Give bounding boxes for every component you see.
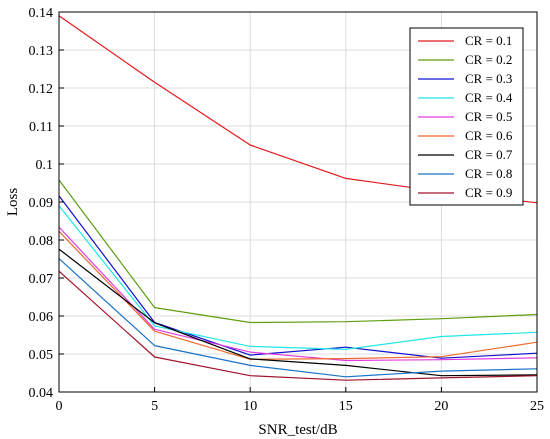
series-lines — [58, 15, 538, 381]
axis-ticks: 0 5 10 15 20 25 0.04 0.05 0.06 0.07 0.08 0.09 0.1 0.1… — [29, 6, 545, 414]
y-tick-label: 0.11 — [29, 120, 53, 135]
legend-label: CR = 0.1 — [465, 33, 512, 48]
y-tick-label: 0.07 — [29, 272, 54, 287]
legend-label: CR = 0.8 — [465, 166, 512, 181]
legend-label: CR = 0.2 — [465, 52, 512, 67]
series-line-6 — [58, 230, 538, 360]
x-tick-label: 20 — [434, 399, 448, 414]
x-tick-label: 0 — [56, 399, 63, 414]
legend-label: CR = 0.5 — [465, 109, 512, 124]
x-axis-title: SNR_test/dB — [258, 422, 337, 438]
y-tick-label: 0.04 — [29, 386, 54, 401]
y-tick-label: 0.09 — [29, 196, 54, 211]
series-line-7 — [58, 248, 538, 377]
legend-label: CR = 0.4 — [465, 90, 513, 105]
x-tick-label: 25 — [530, 399, 544, 414]
y-tick-label: 0.05 — [29, 348, 54, 363]
legend: CR = 0.1 CR = 0.2 CR = 0.3 CR = 0.4 CR = 0.5… — [409, 27, 524, 206]
series-line-9 — [58, 270, 538, 381]
series-line-4 — [58, 205, 538, 350]
series-line-2 — [58, 179, 538, 324]
x-tick-label: 15 — [339, 399, 353, 414]
y-tick-label: 0.06 — [29, 310, 54, 325]
y-axis-title: Loss — [5, 188, 21, 217]
legend-label: CR = 0.3 — [465, 71, 512, 86]
y-tick-label: 0.13 — [29, 44, 54, 59]
y-tick-label: 0.08 — [29, 234, 54, 249]
legend-label: CR = 0.6 — [465, 128, 513, 143]
legend-label: CR = 0.9 — [465, 185, 512, 200]
series-line-5 — [58, 226, 538, 362]
series-line-3 — [58, 195, 538, 359]
x-tick-label: 5 — [151, 399, 158, 414]
y-tick-label: 0.14 — [29, 6, 54, 21]
series-line-8 — [58, 258, 538, 378]
y-tick-label: 0.12 — [29, 82, 54, 97]
legend-label: CR = 0.7 — [465, 147, 513, 162]
x-tick-label: 10 — [243, 399, 257, 414]
y-tick-label: 0.1 — [36, 158, 54, 173]
